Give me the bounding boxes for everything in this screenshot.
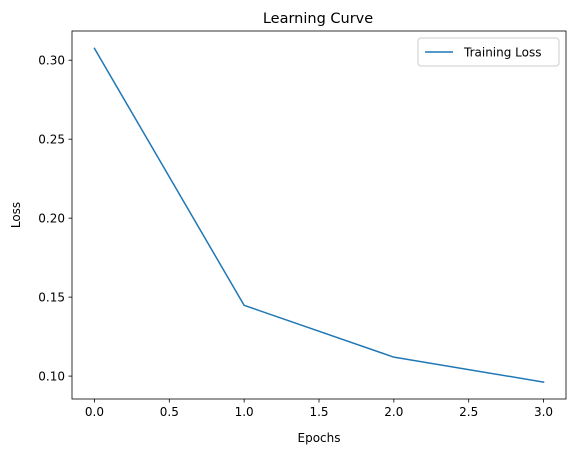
legend-box [417,37,560,67]
x-tick-label: 2.5 [459,405,478,419]
y-tick-label: 0.15 [38,290,65,304]
y-tick-label: 0.25 [38,132,65,146]
x-tick-label: 0.0 [85,405,104,419]
y-tick-label: 0.30 [38,53,65,67]
x-tick-label: 2.0 [384,405,403,419]
plot-area: 0.0 0.5 1.0 1.5 2.0 2.5 3.0 0.100.150.200.250.… [38,30,567,419]
legend-label-training-loss: Training Loss [463,46,541,60]
x-tick-label: 1.0 [235,405,254,419]
x-axis-title: Epochs [298,431,341,445]
y-axis-title: Loss [9,202,23,228]
legend: Training Loss [417,37,560,67]
series-layer [93,47,545,383]
y-tick-label: 0.20 [38,211,65,225]
chart-title: Learning Curve [263,11,373,27]
x-axis: 0.0 0.5 1.0 1.5 2.0 2.5 3.0 [85,399,553,419]
x-tick-label: 3.0 [534,405,553,419]
x-tick-label: 1.5 [309,405,328,419]
y-tick-label: 0.10 [38,369,65,383]
y-axis: 0.10 0.15 0.20 0.25 0.30 [38,53,72,383]
x-tick-label: 0.5 [160,405,179,419]
series-line-training-loss [93,47,545,383]
